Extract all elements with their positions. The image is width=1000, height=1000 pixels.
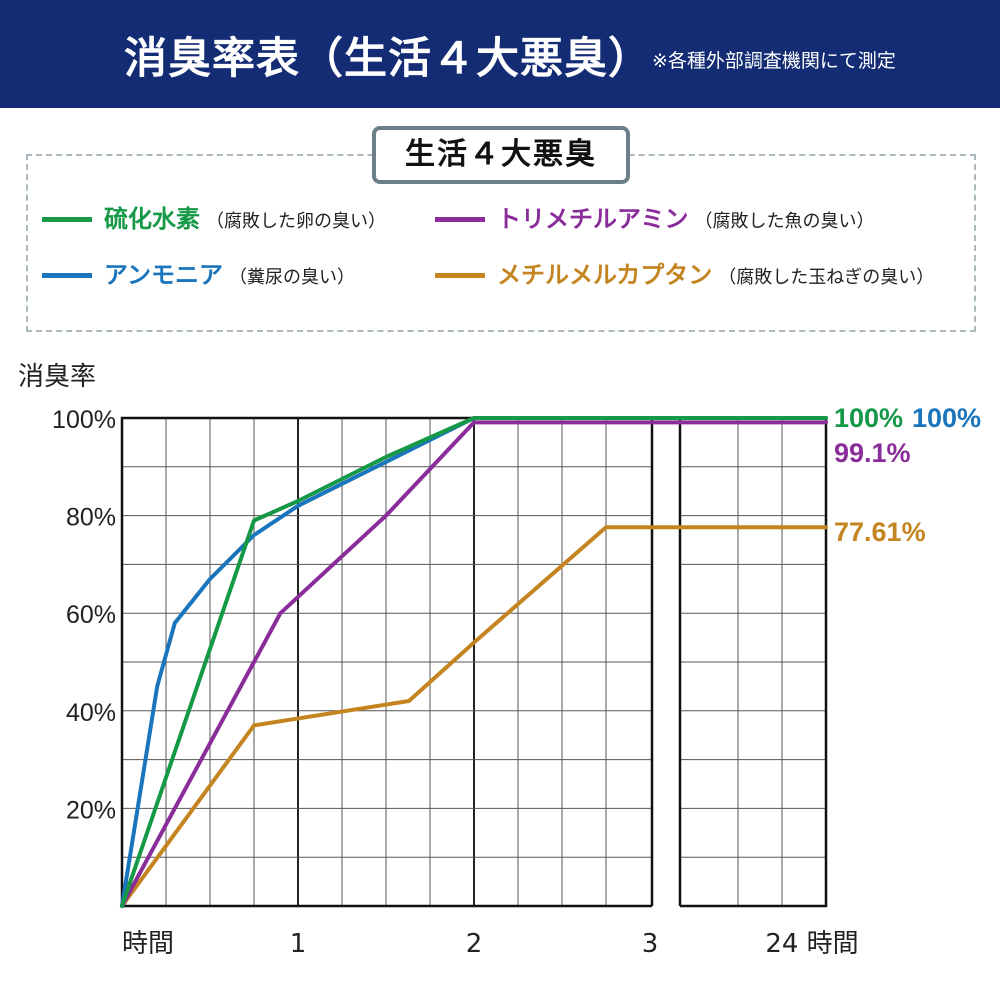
legend-name: 硫化水素 xyxy=(104,205,200,233)
y-tick-label: 80% xyxy=(66,504,116,532)
y-axis-label: 消臭率 xyxy=(18,362,96,392)
legend-name: アンモニア xyxy=(104,261,224,289)
legend-name: トリメチルアミン xyxy=(497,205,689,233)
axis-break-gap xyxy=(654,414,678,910)
legend-desc: （腐敗した魚の臭い） xyxy=(694,211,875,232)
x-tick-label: 1 xyxy=(290,929,307,959)
legend-swatch xyxy=(435,217,485,222)
series-end-label: 99.1% xyxy=(834,438,911,468)
y-tick-label: 40% xyxy=(66,699,116,727)
x-tick-label: 24 時間 xyxy=(765,929,858,959)
legend-swatch xyxy=(42,217,92,222)
y-tick-label: 20% xyxy=(66,796,116,824)
page-title: 消臭率表（生活４大悪臭） xyxy=(124,34,652,84)
series-line xyxy=(120,420,828,908)
series-line xyxy=(120,525,828,908)
legend-title: 生活４大悪臭 xyxy=(372,126,630,184)
y-tick-label: 100% xyxy=(52,406,116,434)
plot-frame-left xyxy=(120,416,654,908)
legend-desc: （腐敗した玉ねぎの臭い） xyxy=(718,267,935,288)
series-end-label: 100% xyxy=(912,403,981,433)
x-axis-label: 時間 xyxy=(122,929,174,959)
x-tick-label: 3 xyxy=(642,929,659,959)
legend-name: メチルメルカプタン xyxy=(497,261,713,289)
header-note: ※各種外部調査機関にて測定 xyxy=(652,50,896,72)
legend-swatch xyxy=(435,273,485,278)
header-bar: 消臭率表（生活４大悪臭） ※各種外部調査機関にて測定 xyxy=(0,0,1000,108)
y-tick-label: 60% xyxy=(66,601,116,629)
series-end-label: 77.61% xyxy=(834,517,926,547)
series-end-label: 100% xyxy=(834,403,903,433)
legend-desc: （腐敗した卵の臭い） xyxy=(206,211,386,232)
legend-desc: （糞尿の臭い） xyxy=(229,267,356,288)
legend-swatch xyxy=(42,273,92,278)
x-tick-label: 2 xyxy=(466,929,483,959)
series-line xyxy=(120,416,828,908)
